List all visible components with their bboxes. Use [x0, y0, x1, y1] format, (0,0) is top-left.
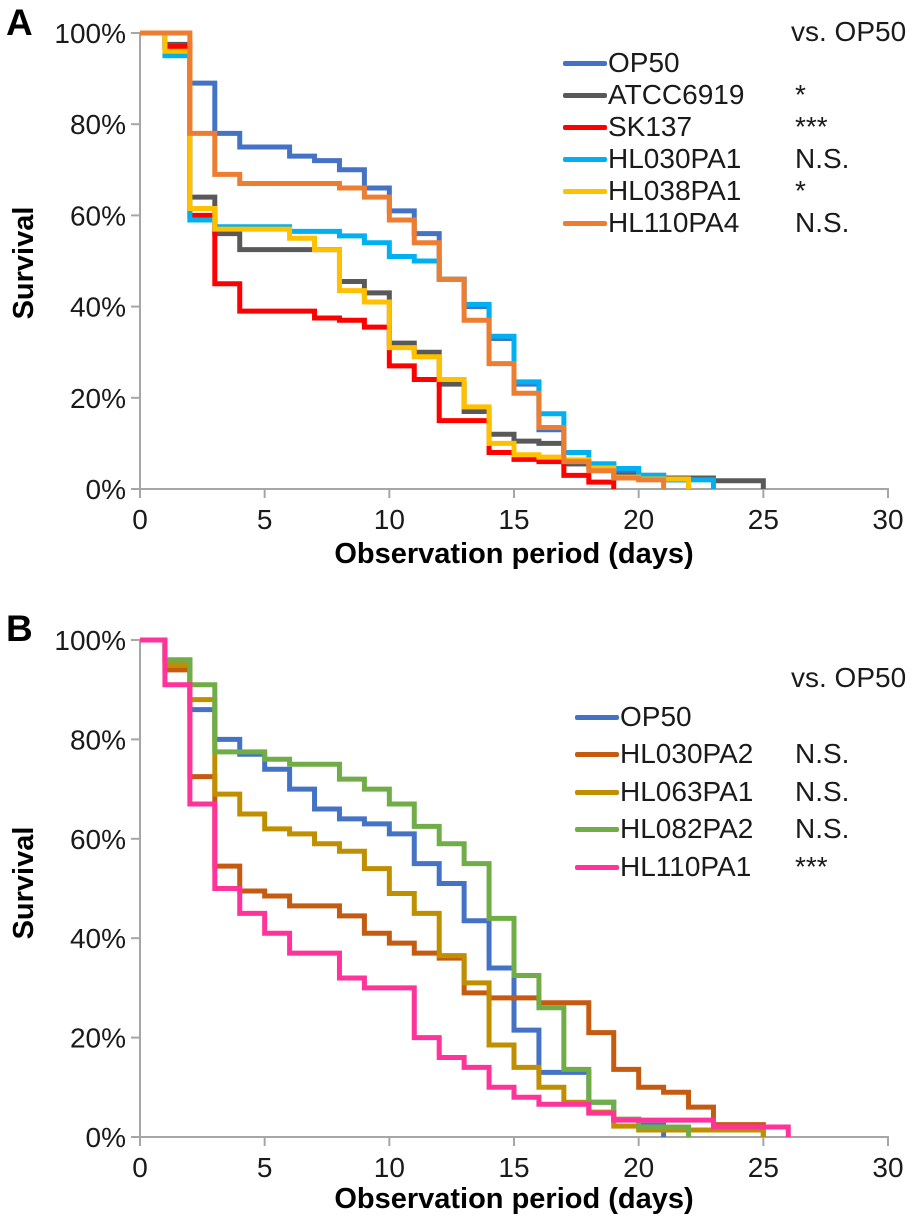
survival-curve-hl082pa2: [140, 637, 692, 1137]
svg-text:10: 10: [374, 1152, 405, 1183]
legend-label-hl030pa1: HL030PA1: [608, 143, 742, 174]
significance-hl030pa1: N.S.: [795, 143, 850, 174]
survival-curve-hl110pa1: [140, 637, 791, 1137]
svg-text:15: 15: [498, 504, 529, 535]
svg-text:20: 20: [623, 504, 654, 535]
y-axis-title-b: Survival: [8, 826, 40, 940]
legend-row-op50-b: OP50: [575, 701, 912, 733]
legend-row-hl038pa1: HL038PA1 *: [563, 175, 912, 207]
legend-label-hl082pa2: HL082PA2: [620, 813, 754, 844]
svg-text:20: 20: [623, 1152, 654, 1183]
legend-row-hl063pa1: HL063PA1 N.S.: [575, 776, 912, 808]
legend-label-hl030pa2: HL030PA2: [620, 738, 754, 769]
legend-row-hl030pa1: HL030PA1 N.S.: [563, 143, 912, 175]
legend-swatch-hl030pa1: [563, 156, 607, 162]
survival-chart-panel-a: 100% 80% 60% 40% 20% 0%0 5 10 15 20 25 30: [54, 18, 903, 535]
significance-hl082pa2: N.S.: [795, 813, 850, 844]
legend-label-hl063pa1: HL063PA1: [620, 776, 754, 807]
legend-swatch-hl110pa4: [563, 220, 607, 226]
svg-text:5: 5: [257, 1152, 273, 1183]
svg-text:30: 30: [872, 504, 903, 535]
legend-label-hl110pa1: HL110PA1: [620, 851, 752, 882]
legend-row-atcc6919: ATCC6919 *: [563, 79, 912, 111]
svg-text:15: 15: [498, 1152, 529, 1183]
legend-swatch-hl110pa1: [575, 864, 619, 870]
legend-label-op50-a: OP50: [608, 47, 680, 78]
svg-text:25: 25: [748, 504, 779, 535]
svg-text:0%: 0%: [86, 1122, 126, 1153]
significance-hl110pa1: ***: [795, 851, 828, 882]
svg-text:60%: 60%: [70, 824, 126, 855]
legend-row-sk137: SK137 ***: [563, 111, 912, 143]
legend-swatch-hl030pa2: [575, 751, 619, 757]
survival-chart-panel-b: 100% 80% 60% 40% 20% 0%0 5 10 15 20 25 30: [54, 625, 903, 1183]
legend-label-op50-b: OP50: [620, 701, 692, 732]
significance-hl030pa2: N.S.: [795, 738, 850, 769]
svg-text:60%: 60%: [70, 200, 126, 231]
survival-curve-hl110pa4: [140, 30, 667, 489]
panel-a-letter: A: [6, 2, 33, 43]
significance-sk137: ***: [795, 111, 828, 142]
legend-label-hl110pa4: HL110PA4: [608, 207, 740, 238]
legend-row-hl110pa4: HL110PA4 N.S.: [563, 207, 912, 239]
svg-text:100%: 100%: [54, 625, 126, 656]
svg-text:0%: 0%: [86, 474, 126, 505]
legend-swatch-hl082pa2: [575, 826, 619, 832]
svg-text:40%: 40%: [70, 292, 126, 323]
legend-row-hl082pa2: HL082PA2 N.S.: [575, 813, 912, 845]
legend-swatch-atcc6919: [563, 92, 607, 98]
legend-label-atcc6919: ATCC6919: [608, 79, 745, 110]
svg-text:100%: 100%: [54, 18, 126, 49]
legend-swatch-hl038pa1: [563, 188, 607, 194]
legend-swatch-op50-a: [563, 60, 607, 66]
x-axis-title-b: Observation period (days): [334, 1183, 694, 1215]
svg-text:25: 25: [748, 1152, 779, 1183]
legend-swatch-op50-b: [575, 714, 619, 720]
svg-text:80%: 80%: [70, 109, 126, 140]
legend-label-sk137: SK137: [608, 111, 693, 142]
legend-header-b: vs. OP50: [791, 662, 907, 693]
svg-text:20%: 20%: [70, 1023, 126, 1054]
significance-hl038pa1: *: [795, 175, 806, 206]
legend-header-a: vs. OP50: [791, 16, 907, 47]
svg-text:40%: 40%: [70, 923, 126, 954]
significance-hl063pa1: N.S.: [795, 776, 850, 807]
svg-text:80%: 80%: [70, 724, 126, 755]
svg-text:0: 0: [132, 504, 148, 535]
panel-b-letter: B: [6, 608, 33, 649]
y-axis-title-a: Survival: [8, 206, 40, 320]
x-axis-title-a: Observation period (days): [334, 538, 694, 570]
svg-text:30: 30: [872, 1152, 903, 1183]
svg-text:10: 10: [374, 504, 405, 535]
significance-hl110pa4: N.S.: [795, 207, 850, 238]
survival-curve-sk137: [140, 30, 617, 489]
legend-row-hl030pa2: HL030PA2 N.S.: [575, 738, 912, 770]
legend-swatch-hl063pa1: [575, 789, 619, 795]
svg-text:20%: 20%: [70, 383, 126, 414]
significance-atcc6919: *: [795, 79, 806, 110]
legend-row-hl110pa1: HL110PA1 ***: [575, 851, 912, 883]
svg-text:5: 5: [257, 504, 273, 535]
legend-swatch-sk137: [563, 124, 607, 130]
legend-row-op50-a: OP50: [563, 47, 912, 79]
svg-text:0: 0: [132, 1152, 148, 1183]
legend-label-hl038pa1: HL038PA1: [608, 175, 742, 206]
